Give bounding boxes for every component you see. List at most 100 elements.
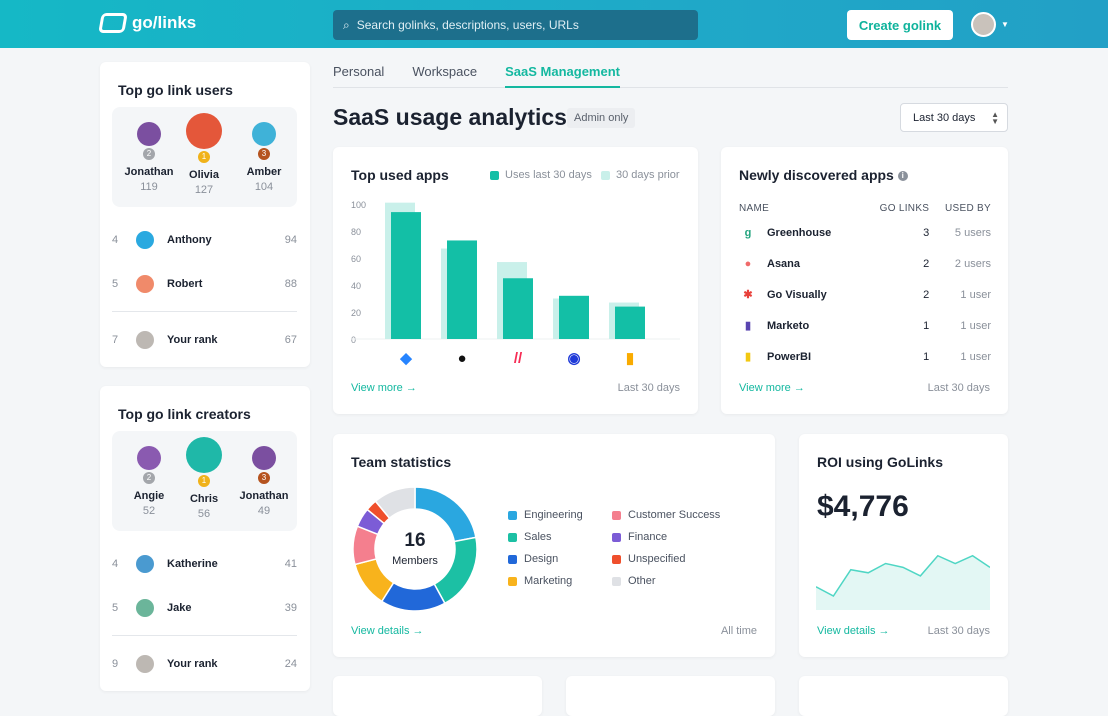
legend-item: Design bbox=[508, 553, 558, 565]
col-usedby[interactable]: USED BY bbox=[944, 202, 991, 214]
podium-user[interactable]: 2 Jonathan 119 bbox=[114, 122, 184, 193]
app-name: Marketo bbox=[767, 320, 810, 332]
divider bbox=[112, 311, 297, 312]
legend-swatch bbox=[612, 554, 621, 564]
used-by: 1 user bbox=[960, 350, 991, 363]
app-icon: ✱ bbox=[743, 289, 753, 301]
golinks-count: 2 bbox=[923, 288, 930, 301]
legend-label: Sales bbox=[524, 531, 552, 543]
updown-icon: ▲ ▼ bbox=[991, 109, 999, 126]
search-input[interactable]: ⌕ Search golinks, descriptions, users, UR… bbox=[333, 10, 698, 40]
user-score: 24 bbox=[284, 658, 297, 670]
bottom-card bbox=[333, 676, 542, 716]
view-details-link[interactable]: View details → bbox=[817, 625, 890, 637]
col-golinks[interactable]: GO LINKS bbox=[879, 202, 930, 214]
user-name: Olivia bbox=[189, 169, 219, 181]
roi-area-chart bbox=[816, 554, 990, 610]
podium-user[interactable]: 2 Angie 52 bbox=[114, 446, 184, 517]
bar-current bbox=[447, 240, 477, 339]
app-icon: ▮ bbox=[744, 320, 752, 332]
podium-user[interactable]: 1 Olivia 127 bbox=[169, 113, 239, 196]
user-name: Jonathan bbox=[124, 166, 174, 178]
period-label: Last 30 days bbox=[927, 382, 990, 394]
golinks-logo[interactable]: go/links bbox=[98, 13, 197, 33]
view-details-link[interactable]: View details → bbox=[351, 625, 424, 637]
app-icon: ▮ bbox=[744, 351, 752, 363]
legend-swatch bbox=[508, 532, 517, 542]
rank: 4 bbox=[112, 558, 119, 570]
podium-user[interactable]: 1 Chris 56 bbox=[169, 437, 239, 520]
avatar bbox=[136, 231, 154, 249]
user-name: Jake bbox=[167, 602, 192, 614]
legend-item: Engineering bbox=[508, 509, 583, 521]
table-row[interactable]: g Greenhouse 3 5 users bbox=[739, 217, 991, 248]
roi-line bbox=[816, 554, 990, 598]
table-row[interactable]: ✱ Go Visually 2 1 user bbox=[739, 279, 991, 310]
date-range-select[interactable]: Last 30 days ▲ ▼ bbox=[900, 103, 1008, 132]
logo-mark-icon bbox=[98, 13, 128, 33]
tab-personal[interactable]: Personal bbox=[333, 64, 385, 79]
legend-swatch bbox=[612, 576, 621, 586]
card-title: Newly discovered apps i bbox=[739, 167, 908, 183]
avatar bbox=[136, 331, 154, 349]
leaderboard-row[interactable]: 5 Jake 39 bbox=[112, 598, 297, 618]
avatar bbox=[136, 655, 154, 673]
medal-icon: 3 bbox=[258, 472, 270, 484]
y-tick-label: 80 bbox=[351, 227, 361, 237]
medal-icon: 2 bbox=[143, 148, 155, 160]
divider bbox=[112, 635, 297, 636]
user-name: Robert bbox=[167, 278, 203, 290]
member-count: 16 bbox=[404, 530, 426, 551]
avatar bbox=[136, 555, 154, 573]
logo-text: go/links bbox=[132, 13, 197, 32]
medal-icon: 1 bbox=[198, 475, 210, 487]
col-name[interactable]: NAME bbox=[739, 202, 770, 214]
card-title: Top used apps bbox=[351, 167, 449, 183]
table-row[interactable]: ▮ Marketo 1 1 user bbox=[739, 310, 991, 341]
app-icon-github: ● bbox=[457, 350, 466, 367]
slice-other[interactable] bbox=[374, 486, 416, 520]
avatar bbox=[137, 446, 161, 470]
avatar bbox=[137, 122, 161, 146]
used-by: 2 users bbox=[954, 257, 991, 270]
apps-table: NAME GO LINKS USED BY g Greenhouse 3 5 users… bbox=[739, 199, 991, 372]
table-row[interactable]: ▮ PowerBI 1 1 user bbox=[739, 341, 991, 372]
new-apps-card: Newly discovered apps i NAME GO LINKS US… bbox=[721, 147, 1008, 414]
legend-swatch bbox=[601, 170, 610, 180]
page-title: SaaS usage analytics bbox=[333, 104, 567, 130]
view-more-link[interactable]: View more → bbox=[351, 382, 417, 394]
top-users-card: Top go link users 2 Jonathan 119 1 Olivi… bbox=[100, 62, 310, 367]
leaderboard-row[interactable]: 4 Anthony 94 bbox=[112, 230, 297, 250]
user-score: 104 bbox=[254, 181, 274, 193]
create-golink-button[interactable]: Create golink bbox=[847, 10, 953, 40]
app-icon-monday: // bbox=[514, 350, 523, 367]
leaderboard-row[interactable]: 7 Your rank 67 bbox=[112, 330, 297, 350]
date-range-value: Last 30 days bbox=[913, 111, 976, 124]
legend-item: Sales bbox=[508, 531, 552, 543]
leaderboard-row[interactable]: 5 Robert 88 bbox=[112, 274, 297, 294]
top-creators-card: Top go link creators 2 Angie 52 1 Chris … bbox=[100, 386, 310, 691]
table-row[interactable]: ● Asana 2 2 users bbox=[739, 248, 991, 279]
tab-workspace[interactable]: Workspace bbox=[412, 64, 478, 79]
app-icon: ● bbox=[744, 257, 752, 270]
podium-user[interactable]: 3 Amber 104 bbox=[229, 122, 299, 193]
used-by: 1 user bbox=[960, 319, 991, 332]
top-bar: go/links ⌕ Search golinks, descriptions, … bbox=[0, 0, 1108, 48]
app-icon-jira: ◆ bbox=[399, 350, 412, 367]
tab-saas-management[interactable]: SaaS Management bbox=[505, 58, 620, 88]
podium-user[interactable]: 3 Jonathan 49 bbox=[229, 446, 299, 517]
user-name: Anthony bbox=[167, 234, 212, 246]
legend-swatch bbox=[612, 532, 621, 542]
bar-current bbox=[391, 212, 421, 339]
leaderboard-row[interactable]: 4 Katherine 41 bbox=[112, 554, 297, 574]
user-avatar[interactable] bbox=[971, 12, 996, 37]
info-icon[interactable]: i bbox=[897, 171, 908, 182]
user-name: Chris bbox=[189, 493, 219, 505]
used-by: 1 user bbox=[960, 288, 991, 301]
leaderboard-row[interactable]: 9 Your rank 24 bbox=[112, 654, 297, 674]
avatar bbox=[136, 275, 154, 293]
chevron-down-icon[interactable]: ▼ bbox=[1001, 20, 1009, 29]
y-tick-label: 40 bbox=[351, 281, 361, 291]
view-more-link[interactable]: View more → bbox=[739, 382, 805, 394]
app-name: Go Visually bbox=[767, 289, 827, 301]
